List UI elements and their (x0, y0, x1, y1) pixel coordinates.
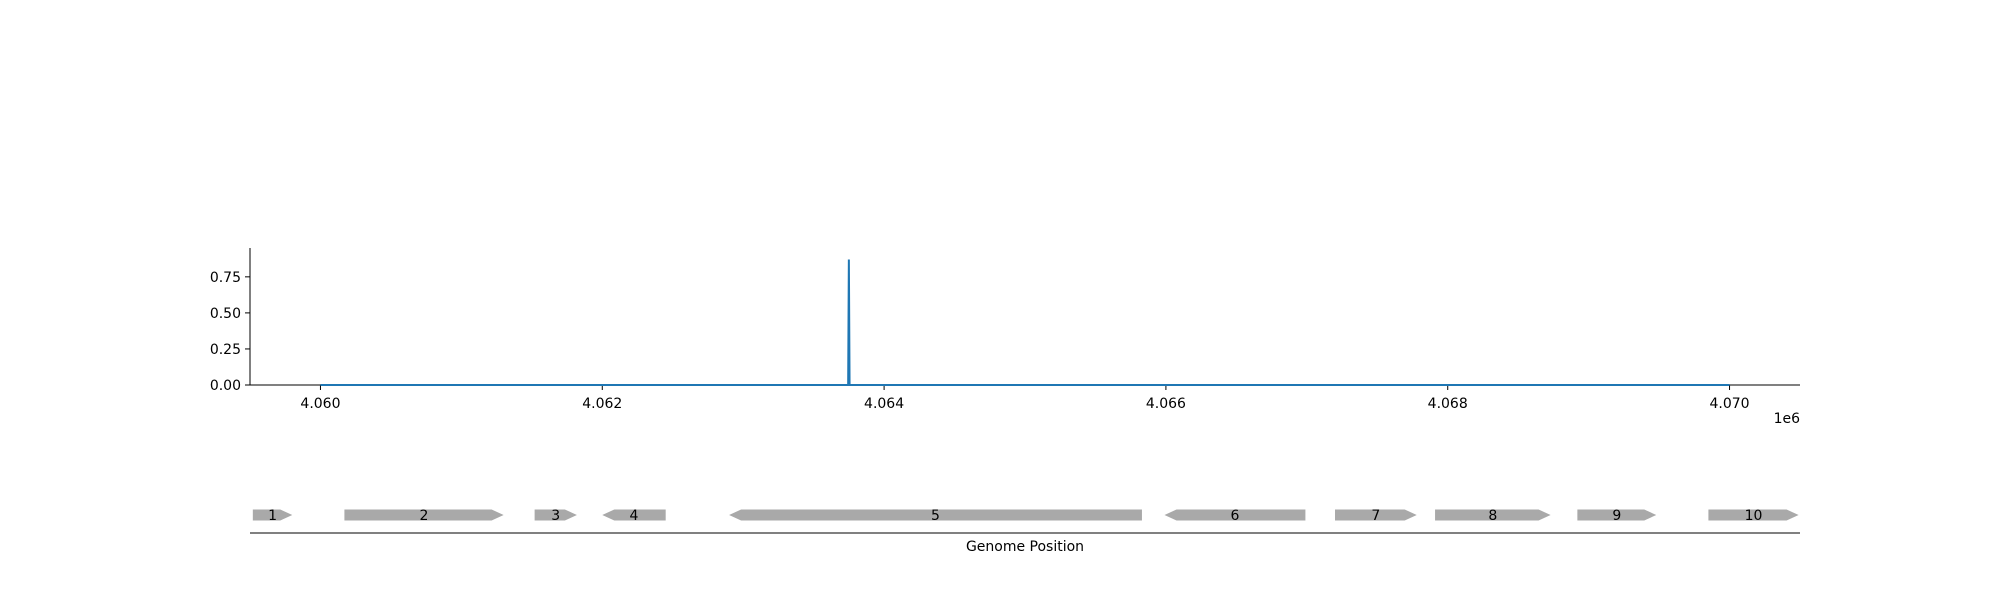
gene-label: 1 (268, 508, 277, 524)
x-tick-label: 4.070 (1709, 396, 1749, 412)
gene-label: 4 (630, 508, 639, 524)
gene-arrow (1708, 509, 1799, 521)
coverage-series (320, 259, 1730, 386)
gene-label: 2 (420, 508, 429, 524)
gene-arrows: 1 2 3 4 5 6 7 8 9 10 (252, 508, 1799, 524)
gene-arrow (729, 509, 1142, 521)
gene-arrow (602, 509, 666, 521)
gene-label: 10 (1745, 508, 1763, 524)
gene-arrow (1577, 509, 1657, 521)
gene-arrow (252, 509, 293, 521)
gene-label: 7 (1371, 508, 1380, 524)
gene-label: 6 (1230, 508, 1239, 524)
coverage-plot: 0.00 0.25 0.50 0.75 4.060 4.062 4.064 4.066 4.06… (210, 248, 1800, 427)
x-offset-label: 1e6 (1774, 411, 1801, 427)
gene-arrow (1435, 509, 1551, 521)
gene-arrow (534, 509, 577, 521)
gene-label: 5 (931, 508, 940, 524)
gene-label: 3 (551, 508, 560, 524)
x-tick-label: 4.066 (1146, 396, 1186, 412)
x-tick-label: 4.060 (300, 396, 340, 412)
gene-label: 9 (1612, 508, 1621, 524)
x-tick-label: 4.068 (1428, 396, 1468, 412)
y-tick-label: 0.50 (210, 306, 241, 322)
gene-label: 8 (1488, 508, 1497, 524)
x-tick-label: 4.064 (864, 396, 904, 412)
coverage-line (320, 259, 1730, 386)
gene-arrow (344, 509, 504, 521)
y-tick-label: 0.75 (210, 270, 241, 286)
y-tick-label: 0.25 (210, 342, 241, 358)
x-axis-label: Genome Position (966, 539, 1084, 555)
gene-arrow (1164, 509, 1306, 521)
x-tick-label: 4.062 (582, 396, 622, 412)
gene-track: 1 2 3 4 5 6 7 8 9 10 Genome Position (250, 508, 1800, 555)
gene-arrow (1335, 509, 1417, 521)
coverage-axes: 0.00 0.25 0.50 0.75 4.060 4.062 4.064 4.066 4.06… (210, 248, 1800, 412)
y-tick-label: 0.00 (210, 378, 241, 394)
